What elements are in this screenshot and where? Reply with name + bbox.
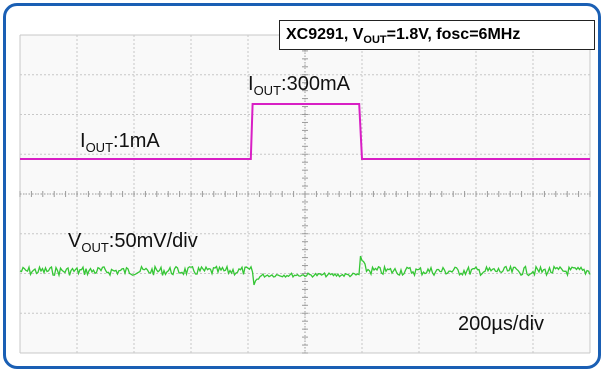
vout-scale-label: VOUT:50mV/div <box>68 230 198 255</box>
chart-title: XC9291, VOUT=1.8V, fosc=6MHz <box>279 20 595 50</box>
grid <box>19 34 591 354</box>
time-per-div-label: 200µs/div <box>458 313 544 335</box>
iout-high-label: IOUT:300mA <box>248 73 351 98</box>
iout-trace <box>20 103 590 160</box>
iout-low-label: IOUT:1mA <box>80 130 160 155</box>
vout-trace <box>19 255 591 286</box>
